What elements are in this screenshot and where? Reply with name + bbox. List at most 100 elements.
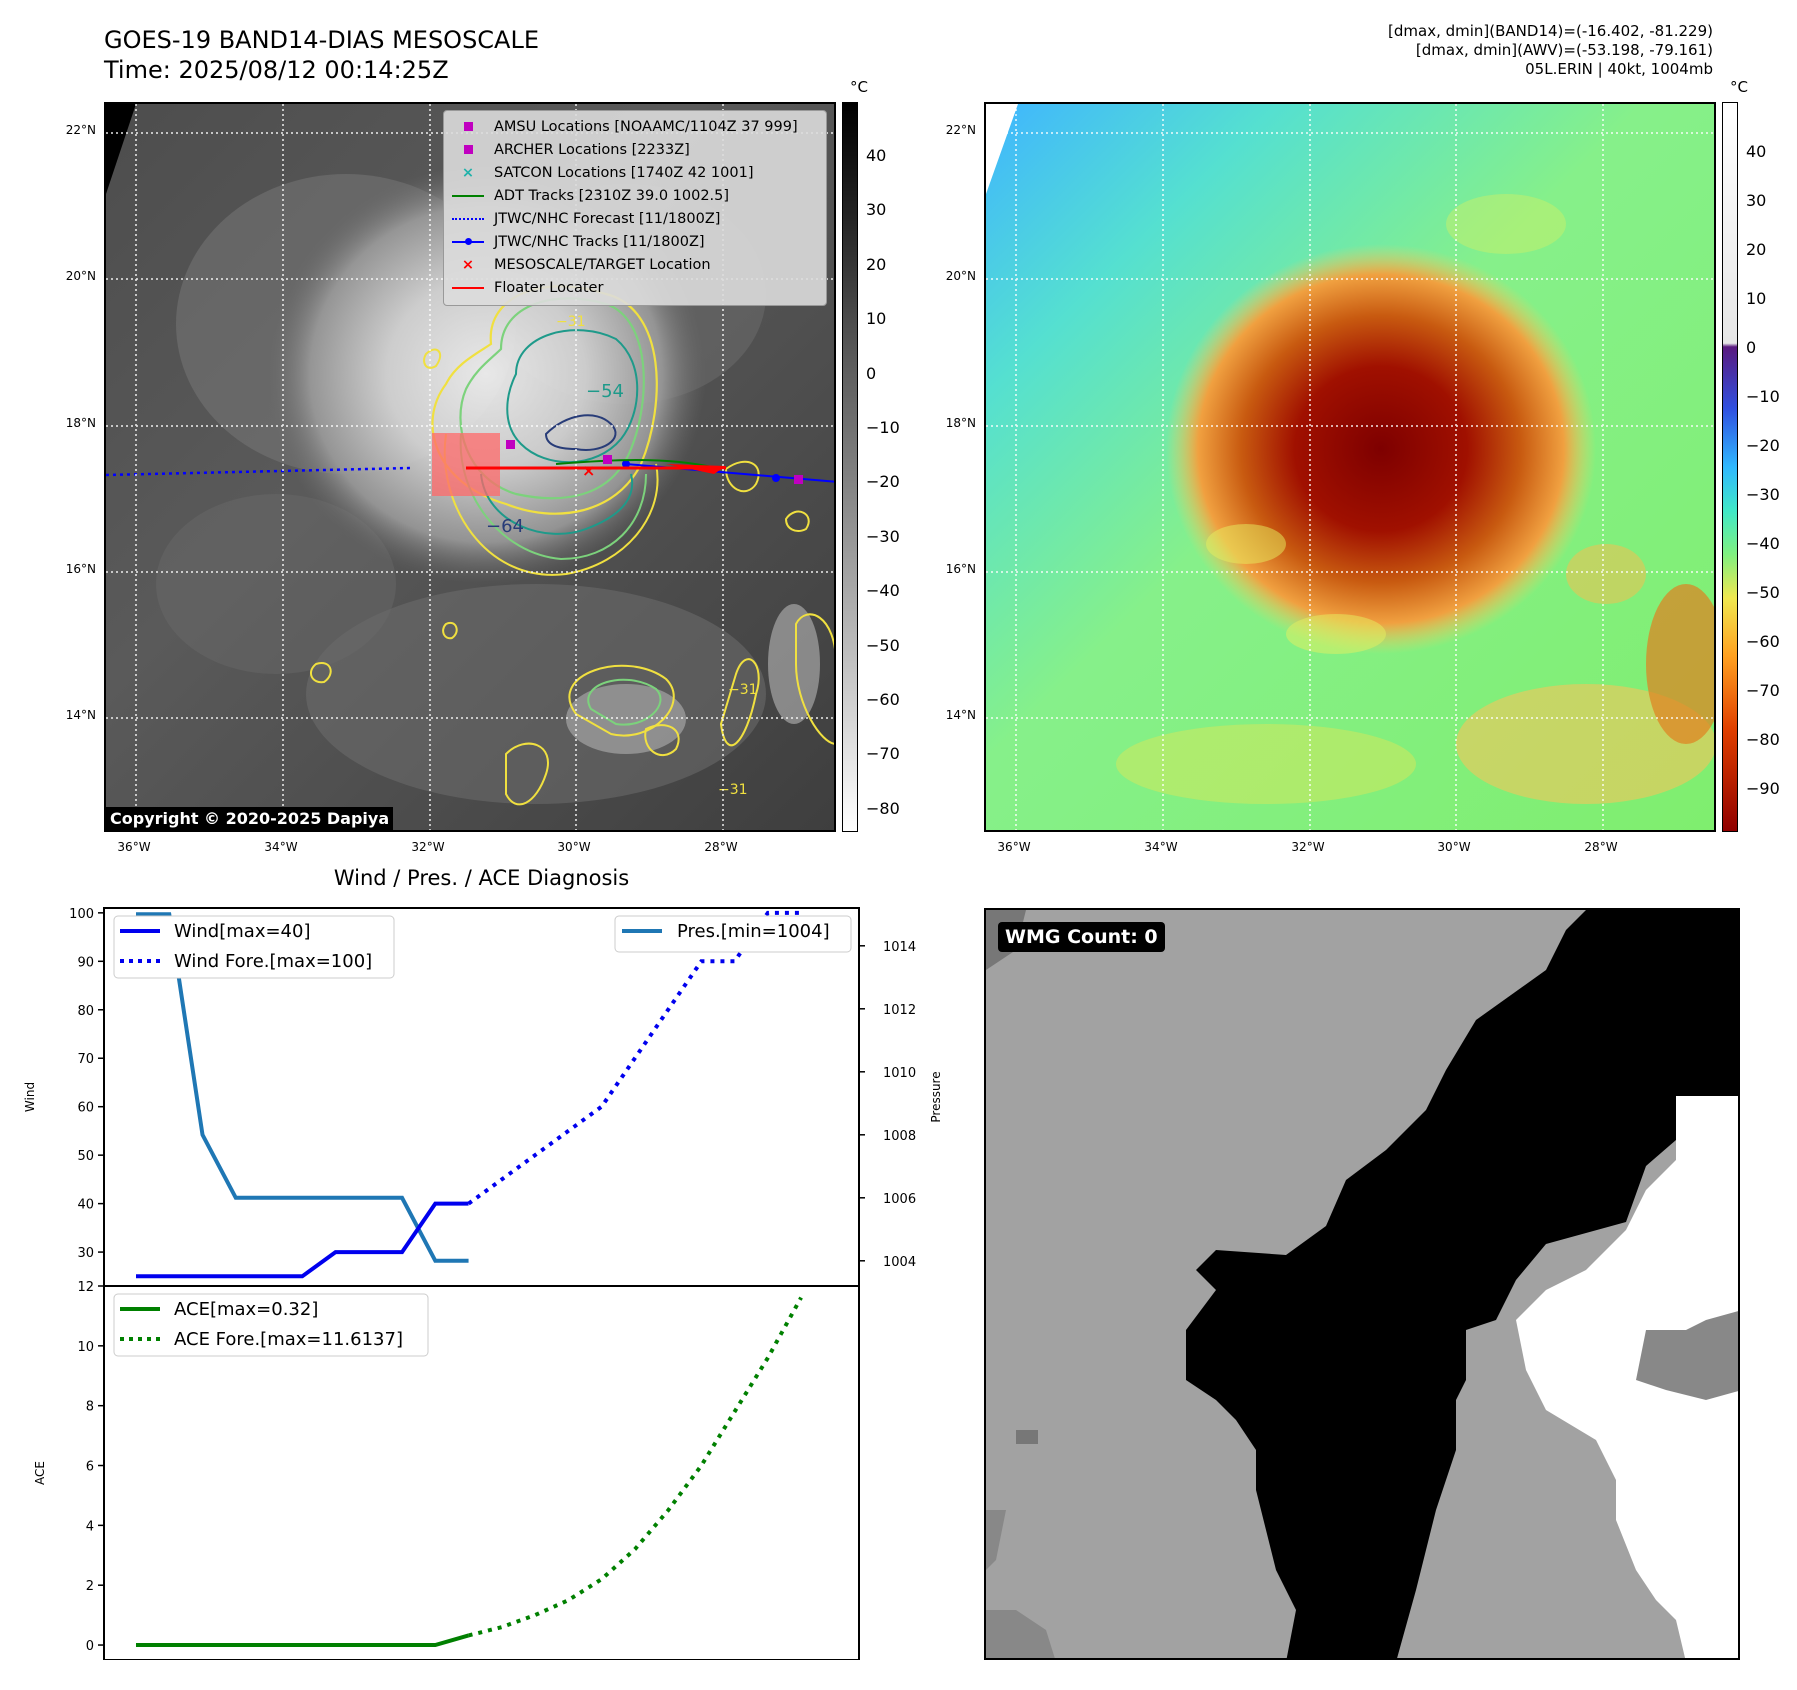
- ace-legend: ACE[max=0.32] ACE Fore.[max=11.6137]: [113, 1293, 429, 1357]
- colorbar-tick-label: −20: [866, 472, 900, 492]
- ir-map-panel: −54 −64 −31 −31 −31 ×: [104, 102, 836, 832]
- colorbar-tick-label: −90: [1746, 779, 1780, 798]
- ace-tick-label: 2: [86, 1579, 94, 1594]
- colorbar-tick-label: −10: [866, 418, 900, 437]
- awv-colorbar-ticks: 40 30 20 10 0 −10 −20 −30 −40 −50 −60 −70 −80 −90: [1742, 102, 1797, 832]
- target-marker: ×: [582, 461, 595, 480]
- wmg-image: [986, 910, 1738, 1658]
- ace-axis-label: ACE: [33, 1461, 47, 1485]
- ir-legend-item: ARCHER Locations [2233Z]: [450, 138, 820, 161]
- ace-plot-frame: [103, 1285, 860, 1660]
- ir-legend-label: Floater Locater: [494, 279, 604, 296]
- pressure-axis-label: Pressure: [929, 1071, 943, 1122]
- forecast-track: [106, 466, 412, 477]
- ir-legend-item: × SATCON Locations [1740Z 42 1001]: [450, 161, 820, 184]
- ace-line: [136, 1633, 470, 1648]
- ir-legend-item: AMSU Locations [NOAAMC/1104Z 37 999]: [450, 115, 820, 138]
- contour-label: −31: [556, 314, 586, 330]
- wmg-black-region: [1186, 910, 1738, 1658]
- ir-legend: AMSU Locations [NOAAMC/1104Z 37 999] ARCH…: [443, 110, 827, 306]
- colorbar-tick-label: 40: [1746, 142, 1767, 161]
- ir-legend-label: ARCHER Locations [2233Z]: [494, 141, 690, 158]
- lon-label: 28°W: [704, 840, 738, 854]
- ir-legend-label: JTWC/NHC Forecast [11/1800Z]: [494, 210, 721, 227]
- ir-legend-item: Floater Locater: [450, 276, 820, 299]
- pressure-tick-label: 1004: [883, 1255, 916, 1270]
- pressure-tick-label: 1008: [883, 1129, 916, 1144]
- lat-label: 18°N: [65, 416, 96, 430]
- colorbar-tick-label: 0: [866, 363, 877, 383]
- ir-legend-label: JTWC/NHC Tracks [11/1800Z]: [494, 233, 705, 250]
- ir-colorbar-unit: °C: [850, 78, 868, 96]
- lon-label: 30°W: [557, 840, 591, 854]
- ir-legend-swatch: [450, 211, 486, 227]
- colorbar-tick-label: −10: [1746, 387, 1780, 406]
- nhc-track-point: [622, 460, 630, 468]
- lat-label: 16°N: [945, 562, 976, 576]
- colorbar-tick-label: 30: [1746, 191, 1767, 210]
- wind-tick-label: 70: [77, 1052, 94, 1067]
- wind-tick-label: 90: [77, 955, 94, 970]
- lat-label: 20°N: [65, 269, 96, 283]
- colorbar-tick-label: 20: [1746, 240, 1767, 259]
- ir-legend-swatch: ×: [461, 256, 475, 273]
- wmg-gray-patch: [1016, 1430, 1038, 1444]
- colorbar-tick-label: −70: [866, 744, 900, 764]
- legend-pres: Pres.[min=1004]: [677, 921, 830, 942]
- wind-axis-label: Wind: [23, 1082, 37, 1112]
- pressure-tick-label: 1012: [883, 1003, 916, 1018]
- ir-legend-swatch: [450, 142, 486, 158]
- ir-legend-item: ADT Tracks [2310Z 39.0 1002.5]: [450, 184, 820, 207]
- lat-label: 22°N: [65, 123, 96, 137]
- wind-tick-label: 60: [77, 1101, 94, 1116]
- colorbar-tick-label: 30: [866, 200, 887, 220]
- info-storm: 05L.ERIN | 40kt, 1004mb: [1525, 60, 1713, 78]
- colorbar-tick-label: −40: [1746, 534, 1780, 553]
- nhc-track-point: [772, 474, 780, 482]
- ace-tick-label: 8: [86, 1400, 94, 1415]
- wind-ticks: 100 90 80 70 60 50 40 30: [69, 907, 104, 1261]
- lat-label: 16°N: [65, 562, 96, 576]
- ir-legend-label: AMSU Locations [NOAAMC/1104Z 37 999]: [494, 118, 798, 135]
- wind-tick-label: 80: [77, 1004, 94, 1019]
- ir-lon-labels: 36°W 34°W 32°W 30°W 28°W: [104, 840, 836, 860]
- ir-legend-label: MESOSCALE/TARGET Location: [494, 256, 711, 273]
- lon-label: 34°W: [264, 840, 298, 854]
- ir-legend-item: × MESOSCALE/TARGET Location: [450, 253, 820, 276]
- page-title: GOES-19 BAND14-DIAS MESOSCALE: [104, 26, 540, 54]
- wmg-gray-patch: [986, 1610, 1055, 1658]
- ir-colorbar: [842, 102, 858, 832]
- archer-marker: [506, 440, 515, 449]
- colorbar-tick-label: 40: [866, 146, 887, 165]
- map-grid: [986, 104, 1714, 830]
- wmg-panel: WMG Count: 0: [984, 908, 1740, 1660]
- adt-track: [555, 459, 717, 469]
- pressure-tick-label: 1006: [883, 1192, 916, 1207]
- wmg-white-region: [1516, 1096, 1738, 1658]
- wind-tick-label: 40: [77, 1198, 94, 1213]
- floater-locater-tip: [666, 464, 726, 474]
- ir-legend-item: JTWC/NHC Forecast [11/1800Z]: [450, 207, 820, 230]
- wind-forecast-line: [467, 910, 802, 1206]
- colorbar-tick-label: −30: [1746, 485, 1780, 504]
- ace-tick-label: 12: [77, 1280, 94, 1295]
- legend-ace-fore: ACE Fore.[max=11.6137]: [174, 1329, 403, 1350]
- colorbar-tick-label: −80: [866, 798, 900, 818]
- awv-lon-labels: 36°W 34°W 32°W 30°W 28°W: [984, 840, 1716, 860]
- lon-label: 34°W: [1144, 840, 1178, 854]
- ir-legend-swatch: [450, 280, 486, 296]
- wmg-gray-patch: [986, 1510, 1006, 1570]
- lon-label: 36°W: [117, 840, 151, 854]
- info-dmax-band14: [dmax, dmin](BAND14)=(-16.402, -81.229): [1388, 22, 1713, 40]
- colorbar-tick-label: 10: [1746, 289, 1767, 308]
- copyright-badge: Copyright © 2020-2025 Dapiya: [106, 807, 394, 830]
- ir-legend-swatch: [450, 234, 486, 250]
- ir-colorbar-ticks: 40 30 20 10 0 −10 −20 −30 −40 −50 −60 −70 −80: [862, 102, 922, 832]
- amsu-marker: [794, 475, 803, 484]
- wmg-gray-patch: [1636, 1311, 1738, 1400]
- ir-legend-item: JTWC/NHC Tracks [11/1800Z]: [450, 230, 820, 253]
- lon-label: 36°W: [997, 840, 1031, 854]
- wmg-count-badge: WMG Count: 0: [998, 922, 1165, 952]
- awv-colorbar-unit: °C: [1730, 78, 1748, 96]
